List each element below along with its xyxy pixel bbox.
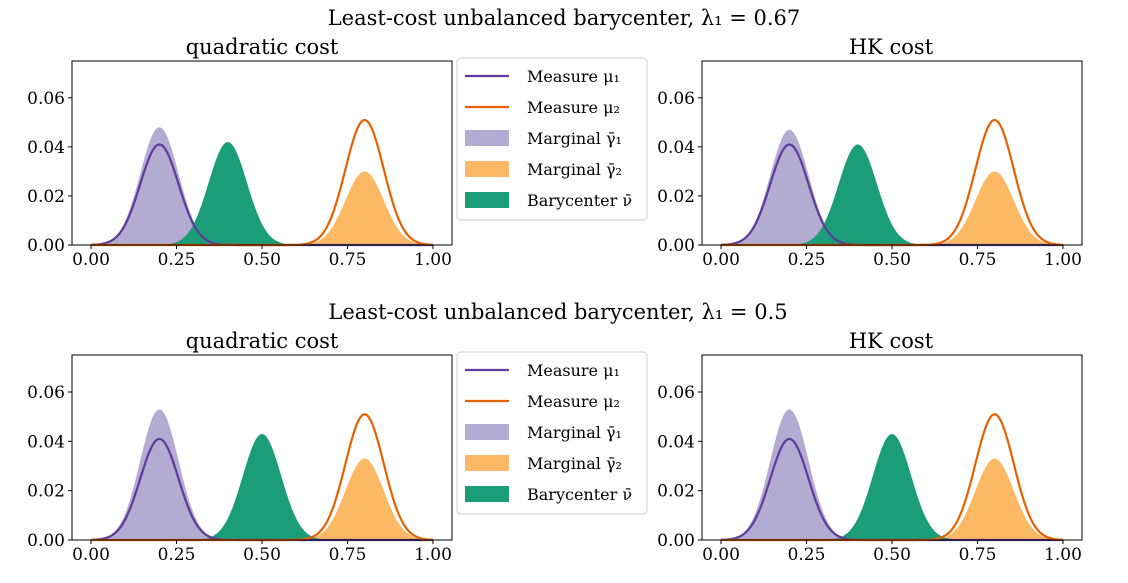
legend-swatch-gamma1 <box>465 130 509 146</box>
y-tick-label: 0.00 <box>27 236 65 256</box>
panel-title-bottom-left: quadratic cost <box>186 329 339 353</box>
area-marginal-gamma1 <box>91 409 433 540</box>
y-tick-label: 0.06 <box>657 89 695 109</box>
x-tick-label: 0.75 <box>959 250 997 270</box>
x-tick-label: 0.00 <box>702 545 740 565</box>
x-tick-label: 0.75 <box>329 250 367 270</box>
area-marginal-gamma2 <box>721 171 1063 245</box>
x-tick-label: 0.50 <box>243 250 281 270</box>
y-tick-label: 0.04 <box>657 432 695 452</box>
y-tick-label: 0.02 <box>657 187 695 207</box>
panel-r0-c1: 0.00 0.25 0.50 0.75 1.00 0.00 0.02 0.04 0.06 <box>657 60 1083 270</box>
x-tick-label: 0.00 <box>72 250 110 270</box>
x-tick-label: 0.25 <box>788 250 826 270</box>
legend-label-bary: Barycenter ν̄ <box>527 485 632 504</box>
legend-box <box>456 57 648 221</box>
x-tick-label: 1.00 <box>414 250 452 270</box>
legend-swatch-gamma2 <box>465 161 509 177</box>
legend-swatch-bary <box>465 486 509 502</box>
x-tick-label: 1.00 <box>1044 545 1082 565</box>
area-marginal-gamma2 <box>91 458 433 540</box>
panel-title-top-left: quadratic cost <box>186 35 339 59</box>
y-tick-label: 0.00 <box>27 531 65 551</box>
area-marginal-gamma2 <box>721 458 1063 540</box>
legend-label-gamma2: Marginal γ̄₂ <box>527 454 622 473</box>
panel-r0-c0: 0.00 0.25 0.50 0.75 1.00 0.00 0.02 0.04 0.06 <box>27 60 453 270</box>
area-marginal-gamma1 <box>721 129 1063 245</box>
panel-title-top-right: HK cost <box>849 35 934 59</box>
legend-label-gamma2: Marginal γ̄₂ <box>527 160 622 179</box>
x-tick-label: 0.50 <box>243 545 281 565</box>
legend-swatch-gamma2 <box>465 455 509 471</box>
legend-swatch-gamma1 <box>465 424 509 440</box>
y-tick-label: 0.02 <box>27 482 65 502</box>
legend-label-mu1: Measure μ₁ <box>527 67 620 86</box>
x-tick-label: 0.25 <box>158 545 196 565</box>
plot-panels: 0.00 0.25 0.50 0.75 1.000.000.020.040.060.00… <box>27 60 1083 565</box>
panel-r1-c1: 0.00 0.25 0.50 0.75 1.00 0.00 0.02 0.04 0.06 <box>657 354 1083 565</box>
y-tick-label: 0.04 <box>27 432 65 452</box>
area-marginal-gamma2 <box>91 171 433 245</box>
legend-label-bary: Barycenter ν̄ <box>527 191 632 210</box>
legend-top: Measure μ₁ Measure μ₂ Marginal γ̄₁ Marginal… <box>456 57 648 221</box>
legend-label-mu2: Measure μ₂ <box>527 98 620 117</box>
x-tick-label: 0.00 <box>702 250 740 270</box>
y-tick-label: 0.06 <box>27 383 65 403</box>
legend-label-mu1: Measure μ₁ <box>527 361 620 380</box>
y-tick-label: 0.06 <box>27 89 65 109</box>
y-tick-label: 0.02 <box>657 482 695 502</box>
x-tick-label: 0.50 <box>873 250 911 270</box>
y-tick-label: 0.00 <box>657 236 695 256</box>
x-tick-label: 1.00 <box>414 545 452 565</box>
legend-label-gamma1: Marginal γ̄₁ <box>527 129 622 148</box>
area-barycenter <box>91 433 433 540</box>
area-marginal-gamma1 <box>91 127 433 245</box>
legend-label-mu2: Measure μ₂ <box>527 392 620 411</box>
y-tick-label: 0.00 <box>657 531 695 551</box>
legend-box <box>456 351 648 515</box>
x-tick-label: 1.00 <box>1044 250 1082 270</box>
x-tick-label: 0.75 <box>959 545 997 565</box>
x-tick-label: 0.25 <box>788 545 826 565</box>
x-tick-label: 0.75 <box>329 545 367 565</box>
panel-r1-c0: 0.00 0.25 0.50 0.75 1.00 0.00 0.02 0.04 0.06 <box>27 354 453 565</box>
x-tick-label: 0.00 <box>72 545 110 565</box>
area-marginal-gamma1 <box>721 409 1063 540</box>
legend-bottom: Measure μ₁ Measure μ₂ Marginal γ̄₁ Marginal… <box>456 351 648 515</box>
panel-title-bottom-right: HK cost <box>849 329 934 353</box>
area-barycenter <box>721 144 1063 245</box>
y-tick-label: 0.04 <box>27 138 65 158</box>
y-tick-label: 0.06 <box>657 383 695 403</box>
y-tick-label: 0.04 <box>657 138 695 158</box>
area-barycenter <box>721 433 1063 540</box>
legend-label-gamma1: Marginal γ̄₁ <box>527 423 622 442</box>
suptitle-bottom: Least-cost unbalanced barycenter, λ₁ = 0… <box>328 300 787 324</box>
x-tick-label: 0.25 <box>158 250 196 270</box>
suptitle-top: Least-cost unbalanced barycenter, λ₁ = 0… <box>328 6 801 30</box>
legend-swatch-bary <box>465 192 509 208</box>
area-barycenter <box>91 141 433 245</box>
legends: Measure μ₁ Measure μ₂ Marginal γ̄₁ Marginal… <box>456 57 648 515</box>
y-tick-label: 0.02 <box>27 187 65 207</box>
x-tick-label: 0.50 <box>873 545 911 565</box>
